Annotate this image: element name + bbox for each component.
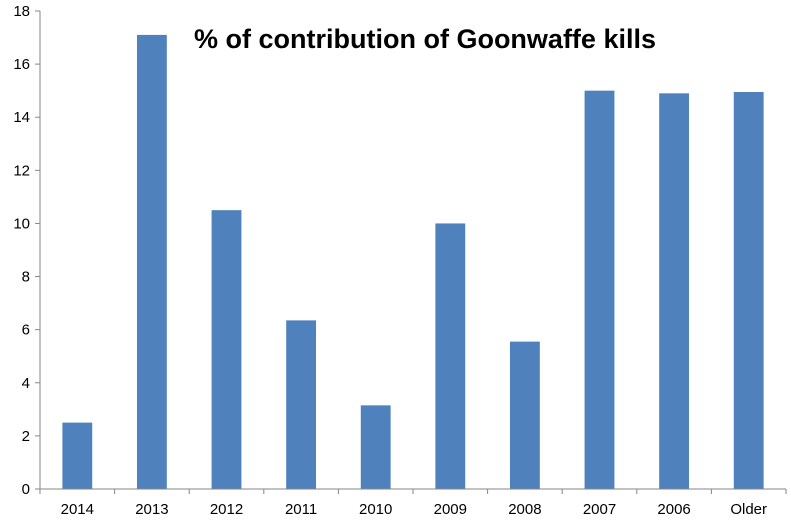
bar-2011 — [286, 320, 317, 489]
x-tick-label: Older — [730, 501, 767, 518]
bar-2006 — [659, 93, 690, 490]
x-tick-label: 2011 — [285, 501, 317, 518]
bar-2014 — [62, 422, 93, 489]
y-tick-label: 4 — [22, 375, 30, 392]
x-tick-label: 2006 — [657, 501, 690, 518]
bar-2012 — [211, 210, 242, 489]
bar-older — [733, 91, 764, 489]
y-tick-label: 18 — [13, 3, 30, 20]
x-tick-label: 2008 — [508, 501, 541, 518]
y-tick-label: 10 — [13, 215, 30, 232]
bar-2013 — [136, 34, 167, 490]
y-tick-label: 6 — [22, 322, 30, 339]
bar-2009 — [435, 223, 466, 489]
y-tick-label: 12 — [13, 162, 30, 179]
bar-2008 — [509, 341, 540, 489]
x-tick-label: 2012 — [210, 501, 243, 518]
bars — [62, 34, 764, 490]
bar-2010 — [360, 405, 391, 489]
x-tick-label: 2014 — [61, 501, 94, 518]
bar-2007 — [584, 90, 615, 490]
y-tick-label: 0 — [22, 481, 30, 498]
x-axis-ticks: 2014 2013 2012 2011 2010 2009 2008 2007 2006 Olde… — [39, 489, 787, 518]
x-tick-label: 2013 — [135, 501, 168, 518]
y-tick-label: 8 — [22, 269, 30, 286]
y-tick-label: 16 — [13, 56, 30, 73]
y-axis-ticks: 0 2 4 6 8 10 12 14 16 18 — [13, 3, 40, 498]
x-tick-label: 2009 — [434, 501, 467, 518]
x-tick-label: 2007 — [583, 501, 616, 518]
y-tick-label: 2 — [22, 428, 30, 445]
y-tick-label: 14 — [13, 109, 30, 126]
x-tick-label: 2010 — [359, 501, 392, 518]
chart-title: % of contribution of Goonwaffe kills — [194, 24, 656, 54]
